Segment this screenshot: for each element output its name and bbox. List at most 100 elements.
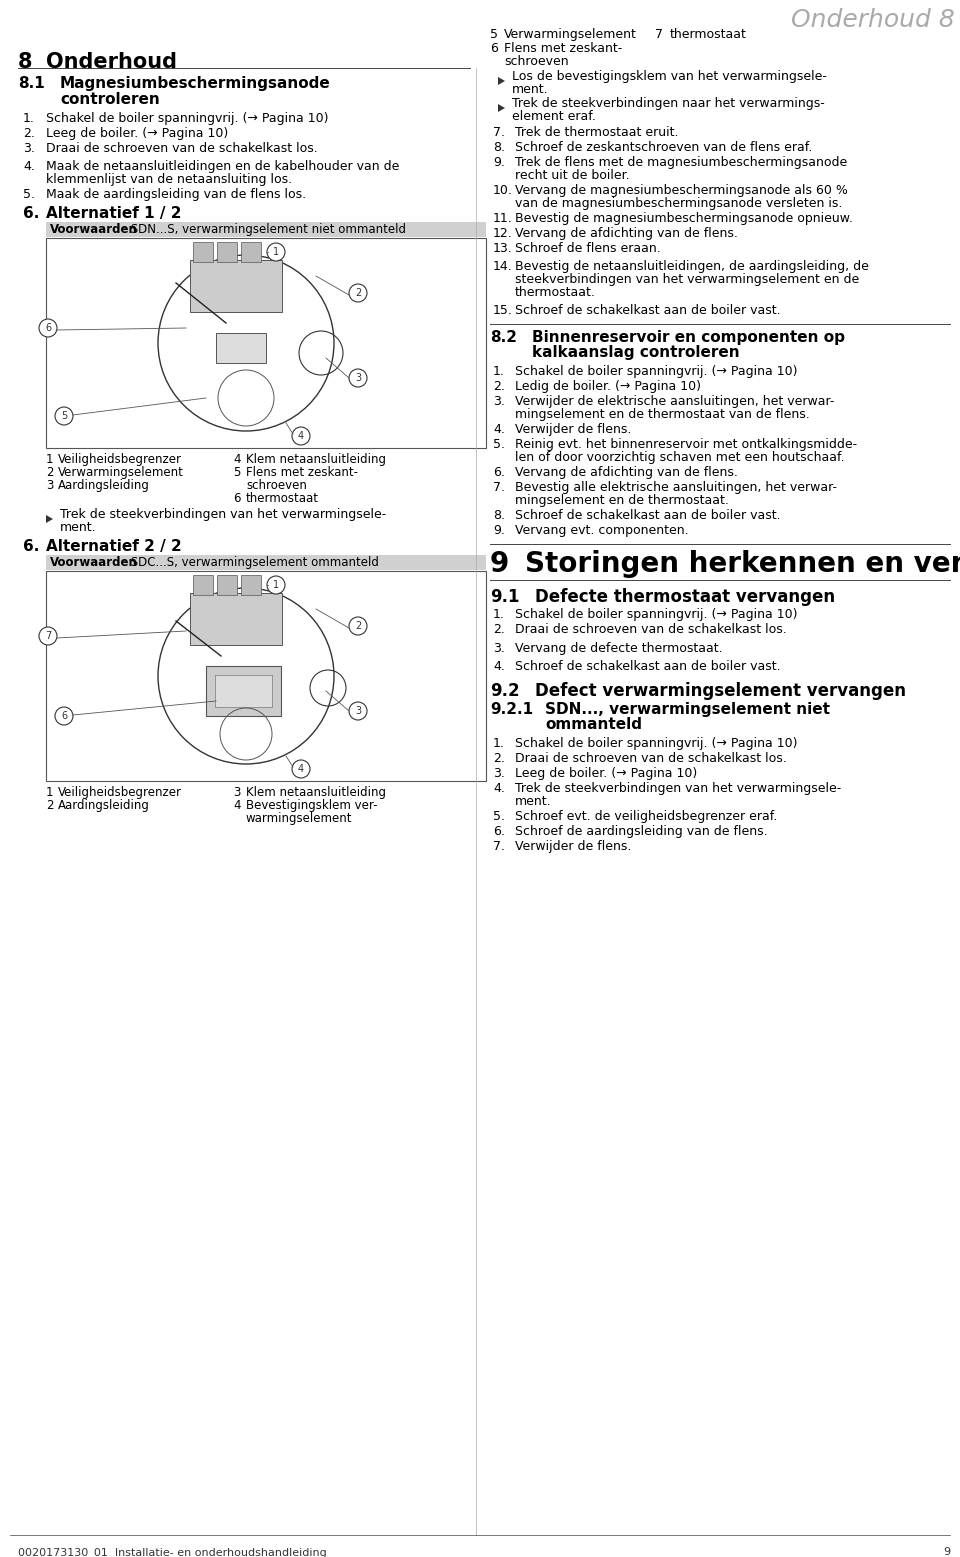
Text: Schakel de boiler spanningvrij. (→ Pagina 10): Schakel de boiler spanningvrij. (→ Pagin… [515, 607, 798, 621]
FancyBboxPatch shape [217, 575, 237, 595]
Text: Schroef de schakelkast aan de boiler vast.: Schroef de schakelkast aan de boiler vas… [515, 509, 780, 522]
Text: mingselement en de thermostaat.: mingselement en de thermostaat. [515, 494, 729, 508]
Text: 8.: 8. [493, 509, 505, 522]
Text: 11.: 11. [493, 212, 513, 226]
Text: 4: 4 [233, 799, 241, 813]
Text: 6.: 6. [493, 825, 505, 838]
Text: 2: 2 [355, 288, 361, 297]
Text: 9.2.1: 9.2.1 [490, 702, 533, 718]
Text: Veiligheidsbegrenzer: Veiligheidsbegrenzer [58, 453, 182, 466]
Text: 7.: 7. [493, 126, 505, 139]
Text: 8.1: 8.1 [18, 76, 45, 90]
Text: 3: 3 [46, 480, 54, 492]
Text: 1.: 1. [493, 364, 505, 378]
Text: Vervang evt. componenten.: Vervang evt. componenten. [515, 525, 688, 537]
Text: 3.: 3. [493, 768, 505, 780]
Text: Alternatief 2 / 2: Alternatief 2 / 2 [46, 539, 181, 554]
FancyBboxPatch shape [46, 554, 486, 570]
Text: 1.: 1. [493, 607, 505, 621]
Text: schroeven: schroeven [246, 480, 307, 492]
Text: Voorwaarden: Voorwaarden [50, 223, 138, 237]
Text: 1.: 1. [493, 736, 505, 750]
Text: 6: 6 [233, 492, 241, 504]
FancyBboxPatch shape [241, 241, 261, 262]
Text: 15.: 15. [493, 304, 513, 318]
Text: Maak de aardingsleiding van de flens los.: Maak de aardingsleiding van de flens los… [46, 188, 306, 201]
Text: Binnenreservoir en componenten op: Binnenreservoir en componenten op [532, 330, 845, 346]
Text: 1: 1 [46, 453, 54, 466]
Text: Alternatief 1 / 2: Alternatief 1 / 2 [46, 206, 181, 221]
Text: 3.: 3. [493, 641, 505, 655]
Text: Trek de steekverbindingen van het verwarmingsele-: Trek de steekverbindingen van het verwar… [515, 782, 841, 796]
Text: Verwarmingselement: Verwarmingselement [58, 466, 184, 480]
Text: 7: 7 [655, 28, 663, 40]
Polygon shape [498, 76, 505, 86]
Text: 6: 6 [490, 42, 498, 54]
Text: 2.: 2. [23, 128, 35, 140]
Text: 5.: 5. [493, 438, 505, 452]
Text: Draai de schroeven van de schakelkast los.: Draai de schroeven van de schakelkast lo… [515, 623, 787, 635]
Text: 3.: 3. [493, 395, 505, 408]
Text: controleren: controleren [60, 92, 159, 107]
Text: 3.: 3. [23, 142, 35, 156]
Text: 4.: 4. [493, 782, 505, 796]
Text: 1.: 1. [23, 112, 35, 125]
Text: 8: 8 [18, 51, 33, 72]
Text: 2: 2 [46, 466, 54, 480]
Text: Flens met zeskant-: Flens met zeskant- [504, 42, 622, 54]
Polygon shape [46, 515, 53, 523]
Text: Vervang de afdichting van de flens.: Vervang de afdichting van de flens. [515, 227, 738, 240]
Text: ment.: ment. [60, 522, 97, 534]
Text: Schakel de boiler spanningvrij. (→ Pagina 10): Schakel de boiler spanningvrij. (→ Pagin… [515, 736, 798, 750]
Text: Bevestigingsklem ver-: Bevestigingsklem ver- [246, 799, 377, 813]
Circle shape [55, 707, 73, 726]
Text: Ledig de boiler. (→ Pagina 10): Ledig de boiler. (→ Pagina 10) [515, 380, 701, 392]
FancyBboxPatch shape [46, 571, 486, 782]
Text: Verwijder de flens.: Verwijder de flens. [515, 424, 632, 436]
Text: Onderhoud 8: Onderhoud 8 [791, 8, 955, 33]
Circle shape [349, 617, 367, 635]
Text: Schroef de schakelkast aan de boiler vast.: Schroef de schakelkast aan de boiler vas… [515, 660, 780, 673]
Text: 5: 5 [60, 411, 67, 420]
Text: Schroef de flens eraan.: Schroef de flens eraan. [515, 241, 660, 255]
Text: 9.: 9. [493, 525, 505, 537]
Circle shape [292, 760, 310, 778]
FancyBboxPatch shape [193, 575, 213, 595]
Text: len of door voorzichtig schaven met een houtschaaf.: len of door voorzichtig schaven met een … [515, 452, 845, 464]
Text: 8.2: 8.2 [490, 330, 517, 346]
Text: ment.: ment. [515, 796, 552, 808]
Text: 0020173130_01  Installatie- en onderhoudshandleiding: 0020173130_01 Installatie- en onderhouds… [18, 1548, 326, 1557]
Polygon shape [206, 666, 281, 716]
Text: 9.: 9. [493, 156, 505, 170]
Text: Maak de netaansluitleidingen en de kabelhouder van de: Maak de netaansluitleidingen en de kabel… [46, 160, 399, 173]
Text: 5: 5 [490, 28, 498, 40]
Text: klemmenlijst van de netaansluiting los.: klemmenlijst van de netaansluiting los. [46, 173, 292, 185]
Text: element eraf.: element eraf. [512, 111, 596, 123]
FancyBboxPatch shape [46, 238, 486, 448]
Polygon shape [498, 104, 505, 112]
Text: Vervang de defecte thermostaat.: Vervang de defecte thermostaat. [515, 641, 723, 655]
Text: 5: 5 [233, 466, 240, 480]
Text: 3: 3 [355, 374, 361, 383]
Text: warmingselement: warmingselement [246, 813, 352, 825]
Text: ommanteld: ommanteld [545, 718, 642, 732]
FancyBboxPatch shape [217, 241, 237, 262]
Circle shape [267, 576, 285, 595]
Text: Trek de steekverbindingen naar het verwarmings-: Trek de steekverbindingen naar het verwa… [512, 97, 825, 111]
Text: 6.: 6. [23, 206, 39, 221]
Text: Schakel de boiler spanningvrij. (→ Pagina 10): Schakel de boiler spanningvrij. (→ Pagin… [46, 112, 328, 125]
Circle shape [292, 427, 310, 445]
Text: Magnesiumbeschermingsanode: Magnesiumbeschermingsanode [60, 76, 331, 90]
Text: 7: 7 [45, 631, 51, 641]
Text: Schroef evt. de veiligheidsbegrenzer eraf.: Schroef evt. de veiligheidsbegrenzer era… [515, 810, 778, 824]
Text: Storingen herkennen en verhelpen: Storingen herkennen en verhelpen [525, 550, 960, 578]
Text: thermostaat: thermostaat [246, 492, 319, 504]
Text: 4.: 4. [493, 660, 505, 673]
Text: 14.: 14. [493, 260, 513, 272]
Text: Draai de schroeven van de schakelkast los.: Draai de schroeven van de schakelkast lo… [46, 142, 318, 156]
Text: 9: 9 [943, 1548, 950, 1557]
Text: 5.: 5. [23, 188, 35, 201]
Text: Voorwaarden: Voorwaarden [50, 556, 138, 568]
Text: 2.: 2. [493, 752, 505, 764]
Text: 4.: 4. [23, 160, 35, 173]
